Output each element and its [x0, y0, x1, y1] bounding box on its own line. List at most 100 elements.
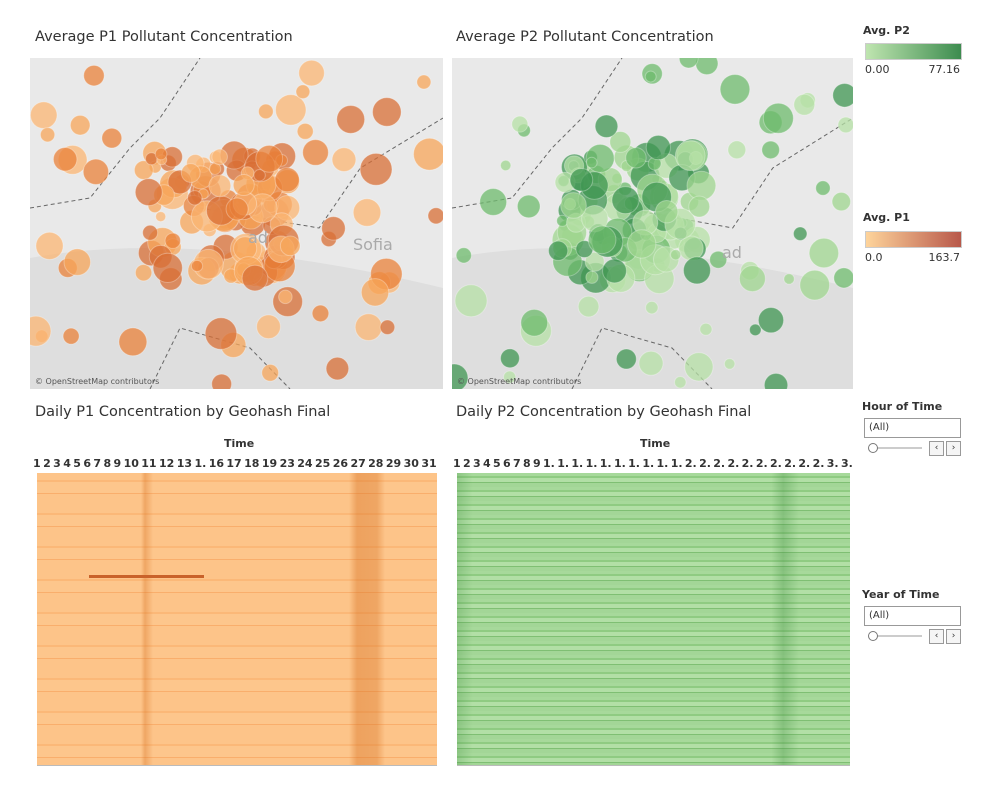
map-bubble — [815, 180, 831, 196]
map-bubble — [427, 207, 443, 225]
column-label: 1. — [571, 457, 584, 470]
column-label: 26 — [332, 457, 349, 470]
column-label: 28 — [368, 457, 384, 470]
map-bubble — [63, 248, 92, 276]
map-bubble — [831, 191, 852, 212]
heatmap[interactable] — [37, 473, 437, 766]
map-bubble — [761, 140, 780, 160]
map-bubble — [654, 200, 679, 224]
map-bubble — [83, 64, 105, 87]
column-label: 1. — [628, 457, 640, 470]
slider-handle[interactable] — [868, 631, 878, 641]
map-bubble — [352, 198, 382, 227]
map-bubble — [511, 115, 529, 133]
map-bubble — [587, 225, 617, 255]
legend-gradient — [865, 43, 962, 60]
map-bubble — [638, 350, 664, 376]
map-bubble — [577, 295, 600, 318]
map-bubble — [569, 167, 594, 192]
map-bubble — [832, 82, 853, 108]
map-bubble — [594, 114, 619, 139]
map-bubble — [833, 267, 853, 289]
column-label: 3. — [840, 457, 853, 470]
map-bubble — [792, 226, 808, 242]
map-bubble — [548, 240, 569, 261]
map-bubble — [82, 158, 110, 185]
axis-title: Time — [640, 437, 671, 450]
map-bubble — [204, 317, 238, 350]
map-bubble — [611, 186, 640, 215]
map-layer — [30, 58, 443, 389]
map-bubble — [155, 211, 167, 223]
map-bubble — [645, 134, 671, 161]
map-bubble — [455, 247, 472, 264]
map-bubble — [808, 237, 840, 269]
map-bubble — [379, 319, 396, 336]
column-label: 10 — [123, 457, 139, 470]
column-label: 1 — [453, 457, 461, 470]
filter-dropdown[interactable]: (All) — [864, 606, 961, 626]
map-layer — [452, 58, 853, 389]
map-bubble — [232, 174, 255, 197]
map-bubble — [298, 59, 325, 87]
legend-title: Avg. P2 — [863, 24, 910, 37]
column-label: 1 — [33, 457, 41, 470]
legend-max: 163.7 — [928, 251, 961, 264]
map[interactable]: ad Sofia © OpenStreetMap contributors — [30, 58, 443, 389]
map-bubble — [682, 256, 711, 285]
attribution: © OpenStreetMap contributors — [457, 377, 582, 386]
next-button[interactable]: › — [946, 629, 961, 644]
filter-title: Year of Time — [862, 588, 940, 601]
slider-handle[interactable] — [868, 443, 878, 453]
map-bubble — [719, 73, 751, 105]
legend-min: 0.0 — [865, 251, 883, 264]
column-label: 2. — [770, 457, 782, 470]
map-bubble — [556, 214, 569, 227]
heatmap-title: Daily P2 Concentration by Geohash Final — [456, 404, 752, 420]
place-label: ad — [248, 228, 268, 247]
map-bubble — [454, 284, 488, 318]
map-bubble — [142, 224, 159, 241]
map-bubble — [211, 148, 228, 166]
column-label: 5 — [493, 457, 501, 470]
filter-title: Hour of Time — [862, 400, 943, 413]
map-bubble — [799, 269, 831, 301]
map-bubble — [585, 270, 599, 284]
column-label: 31 — [421, 457, 437, 470]
map-bubble — [261, 363, 280, 382]
prev-button[interactable]: ‹ — [929, 629, 944, 644]
map-bubble — [211, 373, 233, 389]
column-label: 3 — [473, 457, 481, 470]
map-bubble — [783, 273, 795, 285]
map[interactable]: ad © OpenStreetMap contributors — [452, 58, 853, 389]
filter-dropdown[interactable]: (All) — [864, 418, 961, 438]
prev-button[interactable]: ‹ — [929, 441, 944, 456]
column-label: 29 — [385, 457, 402, 470]
column-label: 1. — [599, 457, 612, 470]
map-bubble — [560, 192, 587, 219]
column-label: 6 — [503, 457, 511, 470]
map-bubble — [762, 102, 794, 134]
next-button[interactable]: › — [946, 441, 961, 456]
column-label: 1. — [642, 457, 655, 470]
map-bubble — [674, 140, 706, 172]
column-label: 7 — [93, 457, 102, 470]
map-bubble — [275, 94, 307, 126]
map-bubble — [255, 144, 284, 173]
slider-track — [870, 635, 922, 637]
column-label: 1. — [670, 457, 683, 470]
column-label: 2. — [798, 457, 811, 470]
heatmap[interactable] — [457, 473, 850, 766]
map-bubble — [279, 235, 301, 257]
map-bubble — [837, 116, 853, 134]
map-bubble — [503, 370, 517, 384]
map-bubble — [321, 216, 346, 241]
map-bubble — [500, 348, 520, 369]
map-bubble — [686, 170, 717, 201]
place-label: ad — [722, 243, 742, 262]
column-label: 2. — [713, 457, 726, 470]
map-bubble — [30, 101, 58, 129]
column-headers: 1 2 3 4 5 6 7 8 9 1. 1. 1. 1. 1. 1. 1. 1. 1. 1. 2. 2. 2. 2. 2. 2… — [453, 457, 853, 470]
column-label: 1. — [543, 457, 555, 470]
